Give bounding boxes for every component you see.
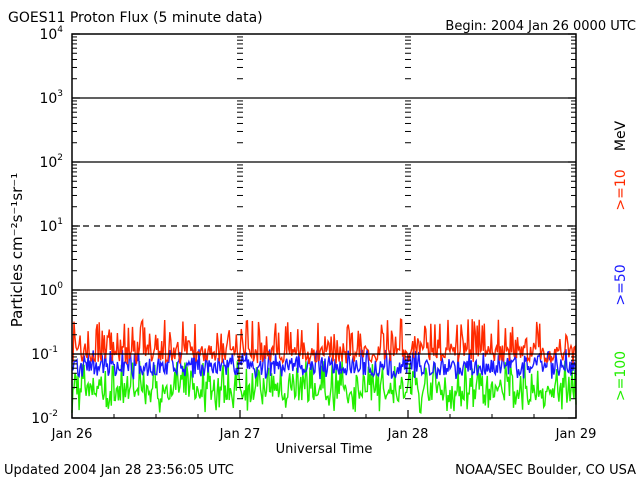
x-tick-label: Jan 29 xyxy=(555,427,597,442)
x-axis-label: Universal Time xyxy=(276,442,373,457)
legend-ge10: >=10 xyxy=(613,169,629,210)
y-tick-label: 101 xyxy=(39,217,63,235)
tick-marks xyxy=(71,33,577,419)
x-tick-labels: Jan 26 Jan 27 Jan 28 Jan 29 xyxy=(51,427,597,442)
x-tick-label: Jan 26 xyxy=(51,427,93,442)
legend-ge100: >=100 xyxy=(613,351,629,401)
x-tick-label: Jan 27 xyxy=(219,427,261,442)
source-credit: NOAA/SEC Boulder, CO USA xyxy=(455,463,636,478)
y-tick-label: 104 xyxy=(39,25,63,43)
series-line xyxy=(71,348,577,380)
x-tick-label: Jan 28 xyxy=(387,427,429,442)
series-group xyxy=(71,318,577,414)
y-tick-labels: 104 103 102 101 100 10-1 10-2 xyxy=(31,25,63,427)
y-tick-label: 103 xyxy=(39,89,63,107)
chart-title: GOES11 Proton Flux (5 minute data) xyxy=(8,10,263,26)
legend-ge50: >=50 xyxy=(613,264,629,305)
y-axis-label: Particles cm⁻²s⁻¹sr⁻¹ xyxy=(8,173,26,327)
y-tick-label: 10-2 xyxy=(31,409,58,427)
y-tick-label: 10-1 xyxy=(31,345,58,363)
legend-unit: MeV xyxy=(613,120,629,151)
y-tick-label: 100 xyxy=(39,281,63,299)
begin-label: Begin: 2004 Jan 26 0000 UTC xyxy=(445,19,636,34)
updated-timestamp: Updated 2004 Jan 28 23:56:05 UTC xyxy=(4,463,234,478)
grid-lines xyxy=(72,97,576,355)
plot-frame xyxy=(71,33,577,419)
series-line xyxy=(71,360,577,414)
y-tick-label: 102 xyxy=(39,153,63,171)
series-line xyxy=(71,318,577,365)
